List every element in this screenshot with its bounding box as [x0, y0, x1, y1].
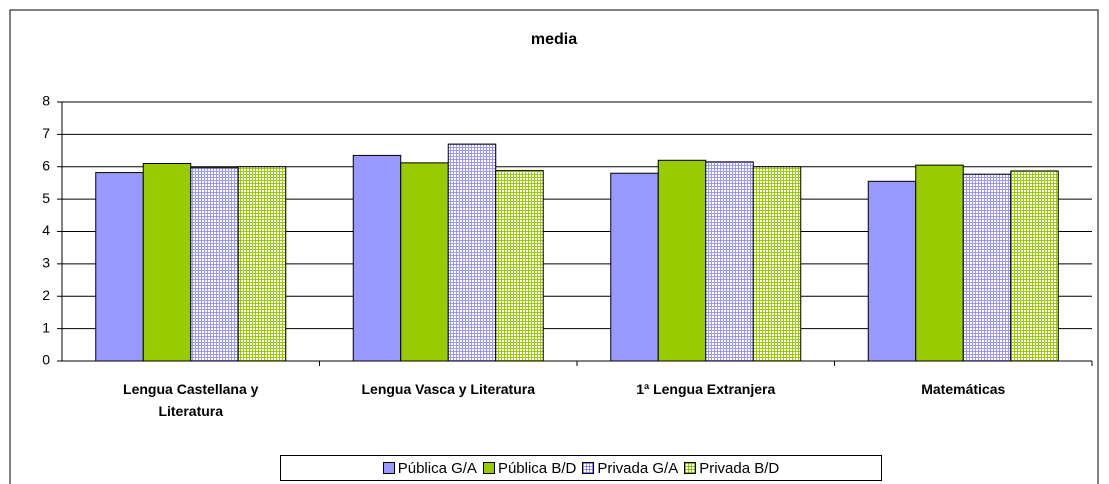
bar — [867, 180, 917, 362]
y-tick-label: 2 — [42, 287, 50, 303]
x-tick-label: 1ª Lengua Extranjera — [636, 381, 776, 397]
y-tick-label: 7 — [42, 125, 50, 141]
legend-item: Pública G/A — [382, 459, 477, 477]
bar — [142, 163, 192, 362]
bar — [915, 164, 964, 362]
legend-swatch — [582, 462, 595, 474]
legend-item: Pública B/D — [482, 459, 577, 477]
x-tick-label: Matemáticas — [921, 381, 1006, 397]
bar — [495, 170, 544, 362]
bar — [610, 172, 659, 362]
bar — [447, 143, 497, 362]
bar — [237, 166, 287, 362]
x-tick-label: Lengua Castellana y Literatura — [123, 381, 259, 419]
chart-title: media — [531, 31, 577, 48]
legend-label: Pública G/A — [397, 459, 477, 477]
bar — [657, 159, 707, 362]
bar — [352, 154, 402, 362]
y-tick-label: 0 — [42, 352, 50, 368]
y-tick-label: 5 — [42, 190, 50, 206]
x-tick-label: Lengua Vasca y Literatura — [361, 381, 536, 397]
bar — [400, 162, 449, 362]
bar — [752, 166, 802, 362]
legend-item: Privada G/A — [582, 460, 678, 477]
legend-swatch — [482, 462, 495, 474]
legend-swatch — [684, 462, 697, 474]
y-tick-label: 6 — [42, 157, 50, 173]
legend-label: Pública B/D — [497, 459, 577, 477]
bar — [95, 172, 144, 362]
bar — [962, 173, 1012, 362]
y-tick-label: 1 — [42, 319, 50, 335]
legend-item: Privada B/D — [684, 460, 779, 477]
y-tick-label: 4 — [42, 222, 50, 238]
y-tick-label: 8 — [42, 93, 50, 109]
legend-label: Privada G/A — [597, 459, 679, 477]
y-tick-label: 3 — [42, 255, 50, 271]
legend-label: Privada B/D — [699, 459, 780, 477]
bar — [705, 161, 754, 362]
bar — [190, 167, 239, 362]
bar — [1010, 170, 1059, 362]
legend-swatch — [382, 462, 395, 474]
legend: Pública G/A Pública B/D Privada G/A Privada… — [280, 455, 882, 481]
